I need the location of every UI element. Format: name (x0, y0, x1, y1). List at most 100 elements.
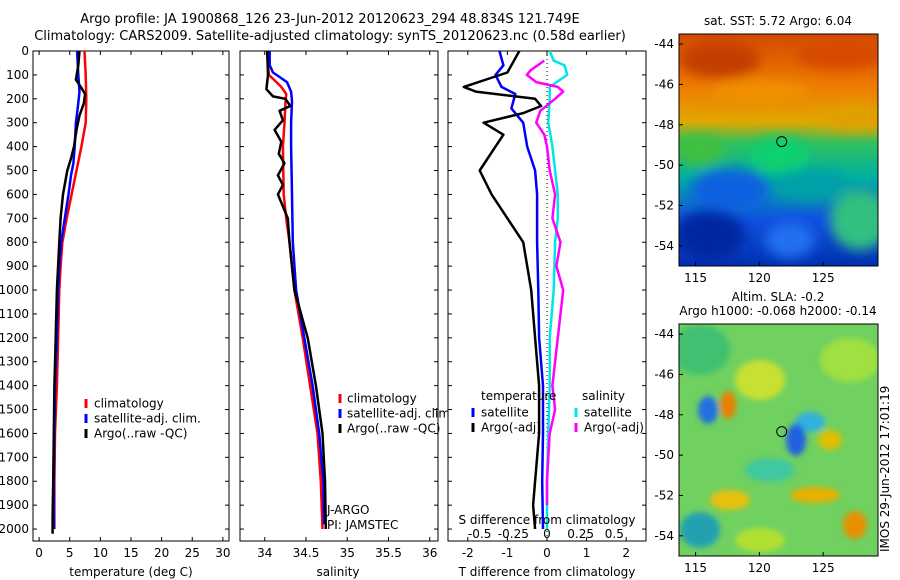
sst-map-title: sat. SST: 5.72 Argo: 6.04 (704, 14, 852, 28)
s-tick-label: 0.25 (567, 527, 594, 541)
series-line-s-satellite (545, 51, 569, 529)
legend-climatology: climatology (94, 397, 164, 411)
series-line-t-satellite (494, 51, 545, 530)
lon-tick-label: 125 (812, 271, 835, 285)
y-tick-label: 400 (6, 140, 29, 154)
y-tick-label: 1600 (0, 426, 29, 440)
sst-map: sat. SST: 5.72 Argo: 6.04 -44 -46 -48 -50 -5… (654, 14, 879, 285)
sla-map-frame (678, 323, 879, 557)
pi-label: PI: JAMSTEC (327, 518, 398, 532)
x-tick-label: 0 (543, 546, 551, 560)
temperature-panel: 0100200300400500600700800900100011001200… (0, 44, 231, 579)
y-tick-label: 1100 (0, 307, 29, 321)
depth-axis: 0 100 200 300 400 500 600 700 800 900 1000 1100 1200… (0, 44, 229, 536)
x-tick-label: 15 (123, 546, 138, 560)
x-tick-label: -2 (462, 546, 474, 560)
legend-argo: Argo(..raw -QC) (347, 422, 440, 436)
x-tick-label: 34 (257, 546, 272, 560)
lat-tick-label: -54 (654, 239, 674, 253)
x-tick-label: 10 (93, 546, 108, 560)
s-difference-label: S difference from climatology (459, 513, 636, 527)
salinity-x-axis: 34 34.5 35 35.5 36 (257, 51, 437, 560)
imos-timestamp-label: IMOS 29-Jun-2012 17:01:19 (878, 386, 892, 552)
temperature-axes-frame (32, 50, 230, 542)
sla-map-title: Altim. SLA: -0.2 (732, 290, 825, 304)
s-difference-x-axis: -0.5 -0.25 0 0.25 0.5 (468, 527, 624, 541)
salinity-axes-frame (239, 50, 439, 542)
y-tick-label: 900 (6, 259, 29, 273)
legend-satellite-adj: satellite-adj. clim. (94, 412, 201, 426)
program-label: J-ARGO (326, 503, 369, 517)
s-tick-label: 0.5 (605, 527, 624, 541)
s-tick-label: -0.25 (498, 527, 529, 541)
difference-panel: -2 -1 0 1 2 -0.5 -0.25 0 0.25 0.5 T difference f… (447, 50, 647, 579)
sst-longitude-axis: 115 120 125 (684, 262, 835, 285)
salinity-panel: 34 34.5 35 35.5 36 salinity climatology sate… (239, 50, 454, 579)
t-difference-x-label: T difference from climatology (458, 565, 636, 579)
lat-tick-label: -50 (654, 448, 674, 462)
y-tick-label: 600 (6, 187, 29, 201)
temperature-series (51, 51, 88, 534)
lat-tick-label: -54 (654, 529, 674, 543)
sla-longitude-axis: 115 120 125 (684, 552, 835, 575)
x-tick-label: 34.5 (293, 546, 320, 560)
legend-climatology: climatology (347, 392, 417, 406)
x-tick-label: 0 (35, 546, 43, 560)
lat-tick-label: -48 (654, 118, 674, 132)
y-tick-label: 1500 (0, 403, 29, 417)
series-line-s-argo-adj- (525, 59, 565, 506)
y-tick-label: 100 (6, 68, 29, 82)
y-tick-label: 1000 (0, 283, 29, 297)
lon-tick-label: 115 (684, 271, 707, 285)
lon-tick-label: 120 (748, 271, 771, 285)
series-line-t-argo-adj- (462, 51, 543, 530)
sla-latitude-axis: -44 -46 -48 -50 -52 -54 (654, 327, 683, 543)
temperature-legend: climatology satellite-adj. clim. Argo(..… (84, 397, 201, 441)
y-tick-label: 700 (6, 211, 29, 225)
series-line-argo-raw-qc- (265, 51, 328, 530)
lon-tick-label: 120 (748, 561, 771, 575)
y-tick-label: 500 (6, 164, 29, 178)
y-tick-label: 2000 (0, 522, 29, 536)
series-line-satellite-adj-clim- (268, 51, 326, 525)
lat-tick-label: -46 (654, 77, 674, 91)
argo-location-marker (776, 426, 788, 438)
sla-map-field (679, 324, 878, 556)
salinity-series (265, 51, 328, 530)
figure-title-line-2: Climatology: CARS2009. Satellite-adjuste… (34, 29, 626, 44)
legend-t-satellite: satellite (481, 406, 529, 420)
series-line-climatology (53, 51, 88, 529)
sst-latitude-axis: -44 -46 -48 -50 -52 -54 (654, 37, 683, 253)
lat-tick-label: -44 (654, 327, 674, 341)
legend-satellite-adj: satellite-adj. clim. (347, 407, 454, 421)
lat-tick-label: -52 (654, 488, 674, 502)
temperature-x-axis: 0 5 10 15 20 25 30 (35, 51, 231, 560)
lat-tick-label: -44 (654, 37, 674, 51)
legend-salinity-title: salinity (582, 389, 625, 403)
legend-argo: Argo(..raw -QC) (94, 427, 187, 441)
legend-t-argo: Argo(-adj) (481, 421, 541, 435)
s-tick-label: -0.5 (468, 527, 491, 541)
difference-depth-ticks (448, 50, 646, 530)
lat-tick-label: -46 (654, 367, 674, 381)
s-tick-label: 0 (543, 527, 551, 541)
x-tick-label: 2 (622, 546, 630, 560)
x-tick-label: 35.5 (375, 546, 402, 560)
difference-series (462, 51, 569, 530)
y-tick-label: 1800 (0, 474, 29, 488)
x-tick-label: 36 (422, 546, 437, 560)
y-tick-label: 1200 (0, 331, 29, 345)
x-tick-label: 1 (583, 546, 591, 560)
legend-s-argo: Argo(-adj) (584, 421, 644, 435)
lat-tick-label: -50 (654, 158, 674, 172)
salinity-x-label: salinity (316, 565, 359, 579)
x-tick-label: 5 (66, 546, 74, 560)
sst-map-field (679, 34, 878, 266)
x-tick-label: 25 (185, 546, 200, 560)
y-tick-label: 200 (6, 92, 29, 106)
x-tick-label: 35 (340, 546, 355, 560)
salinity-legend: climatology satellite-adj. clim. Argo(..… (338, 392, 454, 436)
x-tick-label: 30 (215, 546, 230, 560)
lon-tick-label: 125 (812, 561, 835, 575)
